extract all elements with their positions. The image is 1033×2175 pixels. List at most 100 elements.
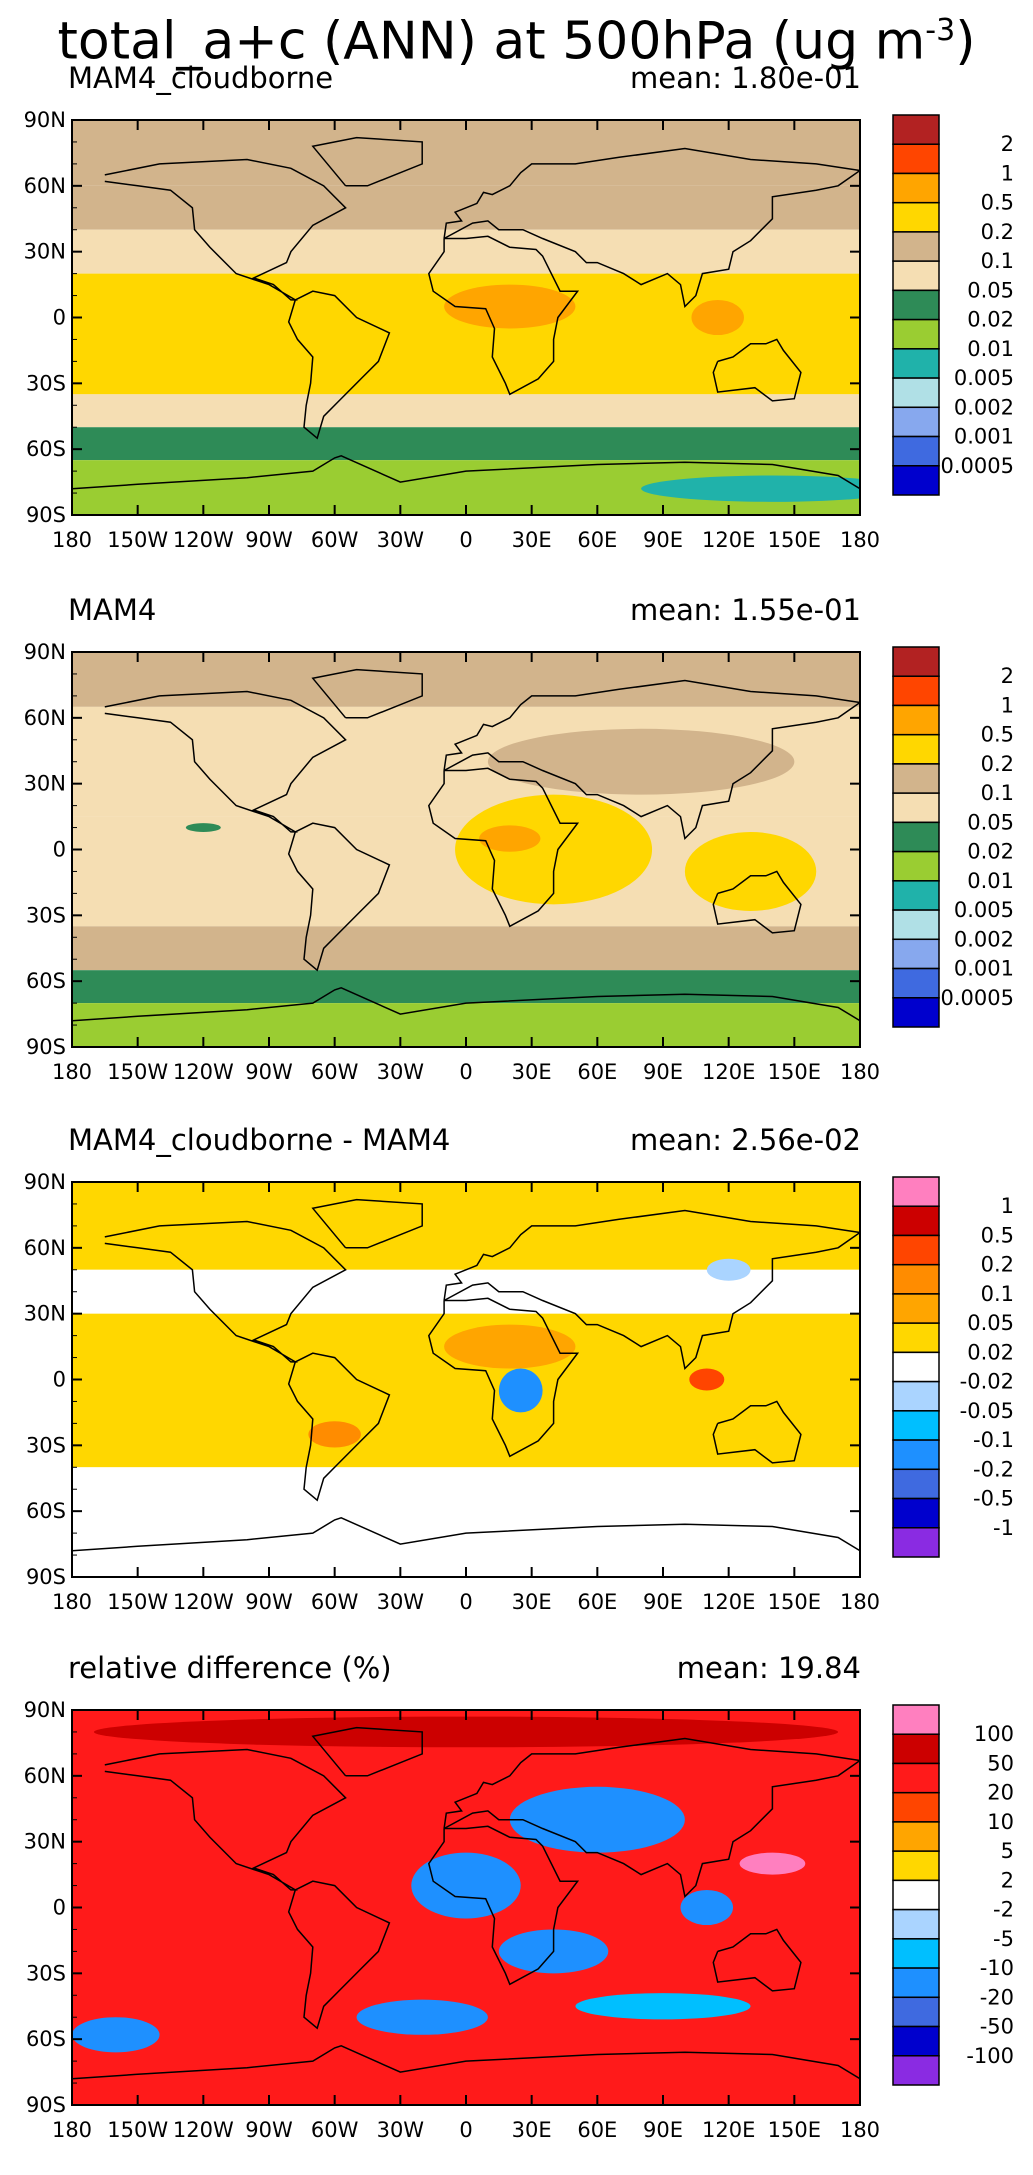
colorbar-label: 1 [1001, 1194, 1014, 1218]
lon-label: 150W [107, 528, 168, 550]
lon-label: 120E [702, 2118, 755, 2140]
panel-name: MAM4 [68, 593, 157, 627]
coastline [311, 1726, 423, 1777]
colorbar-swatch [892, 1850, 940, 1882]
colorbar-label: 0.01 [967, 869, 1014, 893]
lon-label: 180 [52, 1590, 92, 1612]
colorbar-swatch [892, 1439, 940, 1471]
lon-label: 180 [840, 2118, 880, 2140]
field-blob [691, 299, 744, 336]
field-blob [684, 831, 817, 911]
field-blob [444, 1324, 576, 1369]
panel-difference: MAM4_cloudborne - MAM4 mean: 2.56e-02 90… [0, 1122, 1033, 1612]
lon-label: 180 [840, 528, 880, 550]
coastline [311, 136, 423, 187]
colorbar-swatch [892, 1380, 940, 1412]
coastline [311, 1198, 423, 1249]
colorbar-label: 0.01 [967, 337, 1014, 361]
colorbar-label: 0.02 [967, 1340, 1014, 1364]
coastline [712, 1928, 802, 1992]
field-blob [356, 1999, 488, 2035]
lat-label: 90S [26, 1565, 66, 1589]
panel-mam4-cloudborne: MAM4_cloudborne mean: 1.80e-01 90N 60N 30N… [0, 60, 1033, 550]
lon-label: 60E [577, 1060, 617, 1082]
colorbar-swatch [892, 143, 940, 175]
field-blob [680, 1889, 734, 1926]
colorbar-swatch [892, 850, 940, 882]
lat-label: 0 [53, 838, 66, 862]
colorbar-label: 2 [1001, 132, 1014, 156]
colorbar-label: -1 [993, 1516, 1014, 1540]
lat-label: 30N [24, 1302, 66, 1326]
lon-label: 30E [512, 528, 552, 550]
colorbar-label: -0.1 [973, 1428, 1014, 1452]
lon-label: 150E [768, 2118, 821, 2140]
coastline [443, 1737, 860, 1899]
panel-mean: mean: 1.55e-01 [629, 593, 861, 627]
field-blob [479, 825, 541, 852]
colorbar-swatch [892, 1527, 940, 1558]
colorbar-label: 0.5 [981, 723, 1014, 747]
panel-name: MAM4_cloudborne - MAM4 [68, 1123, 451, 1157]
colorbar-label: 0.05 [967, 1311, 1014, 1335]
field-band [72, 970, 860, 1004]
colorbar-swatch [892, 675, 940, 707]
lon-label: 180 [52, 1060, 92, 1082]
colorbar-label: 0.02 [967, 308, 1014, 332]
lon-label: 90E [643, 1060, 683, 1082]
colorbar-swatch [892, 1410, 940, 1441]
colorbar-label: 2 [1001, 664, 1014, 688]
colorbar-label: -10 [980, 1956, 1014, 1980]
lat-label: 30S [26, 371, 66, 395]
colorbar-swatch [892, 435, 940, 467]
panel-relative-difference: relative difference (%) mean: 19.84 90N 6… [0, 1650, 1033, 2140]
lon-label: 30E [512, 1060, 552, 1082]
map-field [72, 1710, 860, 2105]
colorbar-swatch [892, 377, 940, 409]
colorbar-label: 0.5 [981, 1223, 1014, 1247]
lon-label: 30W [377, 2118, 425, 2140]
colorbar-label: -0.05 [960, 1399, 1014, 1423]
colorbar-swatch [892, 114, 940, 145]
colorbar-swatch [892, 465, 940, 496]
colorbar-swatch [892, 1821, 940, 1852]
colorbar-label: 1 [1001, 161, 1014, 185]
colorbar-swatch [892, 1351, 940, 1383]
lon-label: 60E [577, 1590, 617, 1612]
colorbar-swatch [892, 348, 940, 379]
field-blob [411, 1852, 521, 1919]
field-blob [455, 794, 653, 905]
colorbar-label: 0.2 [981, 220, 1014, 244]
lon-label: 60E [577, 528, 617, 550]
field-band [72, 1182, 860, 1270]
colorbar-label: 0.002 [954, 395, 1014, 419]
lon-label: 120W [173, 1060, 234, 1082]
colorbar-swatch [892, 1234, 940, 1266]
colorbar-swatch [892, 2055, 940, 2086]
lat-label: 60S [26, 969, 66, 993]
coastline [712, 870, 802, 934]
colorbar-swatch [892, 880, 940, 911]
panel-mean: mean: 2.56e-02 [629, 1123, 861, 1157]
colorbar-swatch [892, 1996, 940, 2028]
lon-label: 30E [512, 1590, 552, 1612]
colorbar-swatch [892, 1322, 940, 1354]
colorbar-swatch [892, 938, 940, 970]
map-field [72, 652, 860, 1047]
lon-label: 180 [840, 1060, 880, 1082]
coastline [72, 2044, 860, 2080]
colorbar-label: 0.1 [981, 1282, 1014, 1306]
colorbar-swatch [892, 1967, 940, 1999]
colorbar-label: 0.1 [981, 249, 1014, 273]
colorbar-swatch [892, 792, 940, 824]
lon-label: 60E [577, 2118, 617, 2140]
field-blob [689, 1368, 725, 1391]
lon-label: 120E [702, 528, 755, 550]
lat-label: 90N [24, 108, 66, 132]
coastline [443, 147, 860, 309]
map-field [72, 1182, 860, 1577]
title-text: total_a+c (ANN) at 500hPa (ug m [57, 11, 926, 72]
